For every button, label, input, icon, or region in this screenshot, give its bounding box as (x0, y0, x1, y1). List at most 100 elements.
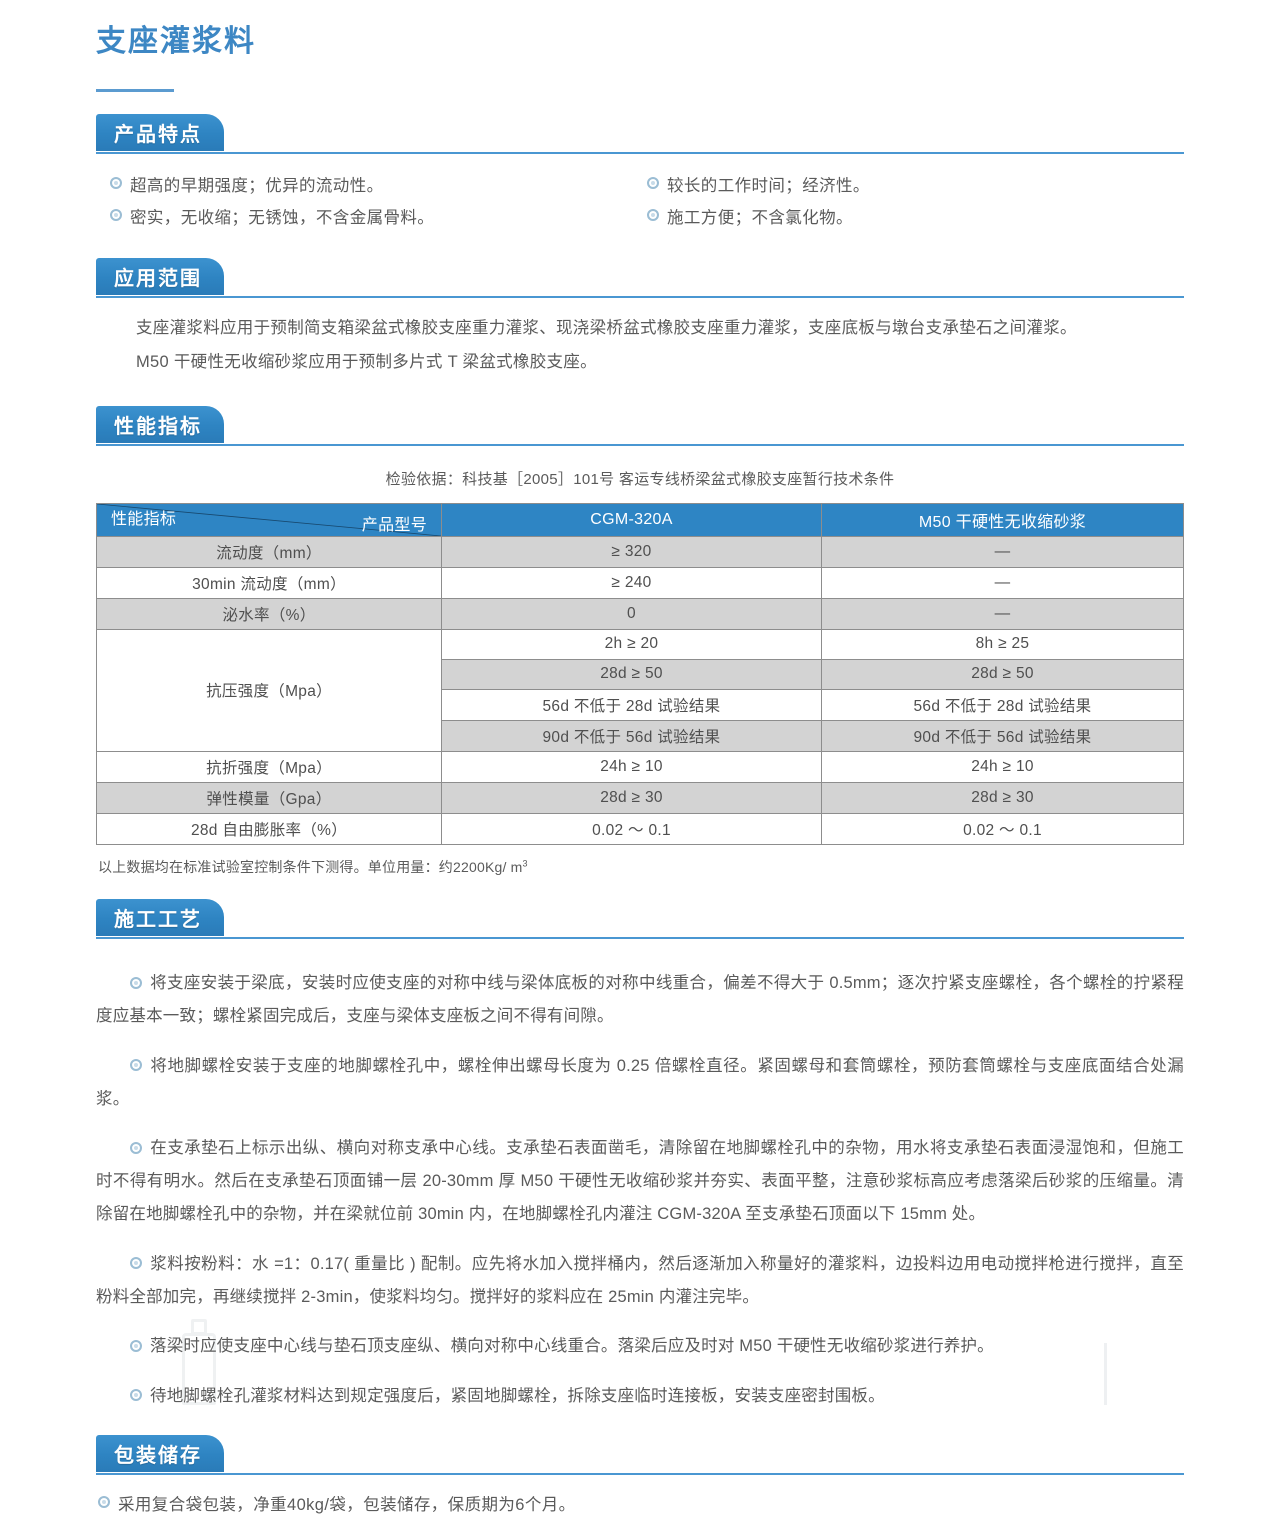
section-header-performance: 性能指标 (96, 405, 1184, 446)
list-item-label: 落梁时应使支座中心线与垫石顶支座纵、横向对称中心线重合。落梁后应及时对 M50 … (150, 1337, 994, 1356)
bullet-circle-icon (130, 1389, 142, 1402)
section-title-features: 产品特点 (96, 114, 224, 151)
section-header-packaging: 包装储存 (96, 1434, 1184, 1475)
table-row: 流动度（mm） ≥ 320 — (96, 535, 1184, 568)
row-label: 抗折强度（Mpa） (96, 750, 442, 783)
table-row: 抗压强度（Mpa） 2h ≥ 20 8h ≥ 25 (96, 628, 1184, 752)
table-col-header-0: CGM-320A (441, 502, 822, 537)
row-value: 0 (441, 597, 822, 630)
row-value: 56d 不低于 28d 试验结果 (441, 688, 822, 721)
section-header-application: 应用范围 (96, 258, 1184, 299)
row-value: — (821, 535, 1184, 568)
section-header-features: 产品特点 (96, 114, 1184, 154)
application-paragraphs: 支座灌浆料应用于预制简支箱梁盆式橡胶支座重力灌浆、现浇梁桥盆式橡胶支座重力灌浆，… (96, 298, 1184, 384)
row-value: 8h ≥ 25 (821, 628, 1184, 660)
section-rule (96, 296, 1184, 299)
corner-label-top: 产品型号 (361, 516, 427, 534)
table-caption: 检验依据：科技基［2005］101号 客运专线桥梁盆式橡胶支座暂行技术条件 (385, 470, 895, 488)
bullet-circle-icon (130, 1339, 142, 1352)
table-row: 28d ≥ 50 28d ≥ 50 (97, 658, 1184, 690)
section-rule (96, 443, 1184, 446)
list-item: 施工方便；不含氯化物。 (647, 202, 1184, 234)
list-item-label: 采用复合袋包装，净重40kg/袋，包装储存，保质期为6个月。 (118, 1495, 576, 1514)
process-list: 将支座安装于梁底，安装时应使支座的对称中线与梁体底板的对称中线重合，偏差不得大于… (96, 939, 1184, 1413)
table-footnote: 以上数据均在标准试验室控制条件下测得。单位用量：约2200Kg/ m3 (96, 845, 1184, 877)
table-footnote-superscript: 3 (522, 858, 528, 869)
bullet-circle-icon (110, 177, 122, 189)
row-label: 28d 自由膨胀率（%） (96, 812, 442, 845)
table-row: 抗折强度（Mpa） 24h ≥ 10 24h ≥ 10 (96, 750, 1184, 783)
section-title-process: 施工工艺 (96, 898, 224, 936)
section-performance: 性能指标 检验依据：科技基［2005］101号 客运专线桥梁盆式橡胶支座暂行技术… (96, 405, 1184, 877)
table-row: 泌水率（%） 0 — (96, 597, 1184, 630)
section-header-process: 施工工艺 (96, 898, 1184, 939)
table-row: 90d 不低于 56d 试验结果 90d 不低于 56d 试验结果 (97, 719, 1184, 752)
table-row: 56d 不低于 28d 试验结果 56d 不低于 28d 试验结果 (97, 688, 1184, 721)
row-value: ≥ 320 (441, 535, 822, 568)
row-label: 弹性模量（Gpa） (96, 781, 442, 814)
list-item: 较长的工作时间；经济性。 (647, 170, 1184, 202)
bullet-circle-icon (110, 209, 122, 222)
list-item-label: 浆料按粉料：水 =1：0.17( 重量比 ) 配制。应先将水加入搅拌桶内，然后逐… (96, 1254, 1184, 1306)
list-item: 在支承垫石上标示出纵、横向对称支承中心线。支承垫石表面凿毛，清除留在地脚螺栓孔中… (96, 1132, 1184, 1231)
diagonal-divider-icon (97, 504, 441, 536)
corner-label-bottom: 性能指标 (111, 510, 177, 528)
section-title-packaging: 包装储存 (96, 1434, 224, 1472)
row-value: 90d 不低于 56d 试验结果 (441, 719, 822, 752)
list-item-label: 较长的工作时间；经济性。 (667, 177, 870, 195)
row-value: 28d ≥ 50 (441, 658, 822, 690)
list-item-label: 将地脚螺栓安装于支座的地脚螺栓孔中，螺栓伸出螺母长度为 0.25 倍螺栓直径。紧… (96, 1056, 1184, 1108)
list-item: 采用复合袋包装，净重40kg/袋，包装储存，保质期为6个月。 (98, 1489, 1184, 1521)
bullet-circle-icon (130, 1257, 142, 1270)
table-col-header-1: M50 干硬性无收缩砂浆 (821, 502, 1184, 537)
list-item: 将地脚螺栓安装于支座的地脚螺栓孔中，螺栓伸出螺母长度为 0.25 倍螺栓直径。紧… (96, 1050, 1184, 1116)
row-label: 30min 流动度（mm） (96, 566, 442, 599)
list-item-label: 在支承垫石上标示出纵、横向对称支承中心线。支承垫石表面凿毛，清除留在地脚螺栓孔中… (96, 1139, 1184, 1224)
row-value: — (821, 566, 1184, 599)
section-rule (96, 152, 1184, 154)
list-item: 将支座安装于梁底，安装时应使支座的对称中线与梁体底板的对称中线重合，偏差不得大于… (96, 967, 1184, 1033)
bullet-circle-icon (130, 976, 142, 989)
list-item: 待地脚螺栓孔灌浆材料达到规定强度后，紧固地脚螺栓，拆除支座临时连接板，安装支座密… (96, 1380, 1184, 1413)
row-value: 0.02 ～ 0.1 (441, 812, 822, 845)
row-value: 0.02 ～ 0.1 (821, 812, 1184, 845)
section-application: 应用范围 支座灌浆料应用于预制简支箱梁盆式橡胶支座重力灌浆、现浇梁桥盆式橡胶支座… (96, 258, 1184, 384)
section-rule (96, 936, 1184, 939)
bullet-circle-icon (647, 177, 659, 189)
list-item: 密实，无收缩；无锈蚀，不含金属骨料。 (110, 202, 647, 234)
section-features: 产品特点 超高的早期强度；优异的流动性。 密实，无收缩；无锈蚀，不含金属骨料。 (96, 114, 1184, 236)
performance-table: 产品型号 性能指标 CGM-320A M50 干硬性无收缩砂浆 流动度（mm） … (96, 502, 1184, 845)
list-item-label: 待地脚螺栓孔灌浆材料达到规定强度后，紧固地脚螺栓，拆除支座临时连接板，安装支座密… (150, 1386, 885, 1405)
row-label: 泌水率（%） (96, 597, 442, 630)
section-title-application: 应用范围 (96, 258, 224, 296)
list-item-label: 施工方便；不含氯化物。 (667, 209, 853, 228)
section-packaging: 包装储存 采用复合袋包装，净重40kg/袋，包装储存，保质期为6个月。 (96, 1434, 1184, 1521)
title-underline (96, 89, 174, 92)
page-title: 支座灌浆料 (96, 25, 256, 58)
table-row: 28d 自由膨胀率（%） 0.02 ～ 0.1 0.02 ～ 0.1 (96, 812, 1184, 845)
packaging-list: 采用复合袋包装，净重40kg/袋，包装储存，保质期为6个月。 (96, 1475, 1184, 1521)
features-list: 超高的早期强度；优异的流动性。 密实，无收缩；无锈蚀，不含金属骨料。 较长的工作… (96, 154, 1184, 236)
row-value: ≥ 240 (441, 566, 822, 599)
list-item: 超高的早期强度；优异的流动性。 (110, 170, 647, 202)
bullet-circle-icon (647, 209, 659, 222)
paragraph: 支座灌浆料应用于预制简支箱梁盆式橡胶支座重力灌浆、现浇梁桥盆式橡胶支座重力灌浆，… (136, 319, 1077, 338)
row-value: 2h ≥ 20 (441, 628, 822, 660)
table-corner-cell: 产品型号 性能指标 (96, 502, 442, 537)
list-item-label: 超高的早期强度；优异的流动性。 (130, 177, 384, 195)
row-value: 90d 不低于 56d 试验结果 (821, 719, 1184, 752)
row-value: 28d ≥ 50 (821, 658, 1184, 690)
section-process: 施工工艺 将支座安装于梁底，安装时应使支座的对称中线与梁体底板的对称中线重合，偏… (96, 898, 1184, 1413)
bullet-circle-icon (130, 1141, 142, 1154)
list-item-label: 密实，无收缩；无锈蚀，不含金属骨料。 (130, 209, 435, 228)
table-footnote-text: 以上数据均在标准试验室控制条件下测得。单位用量：约2200Kg/ m (98, 858, 523, 875)
table-header-row: 产品型号 性能指标 CGM-320A M50 干硬性无收缩砂浆 (96, 502, 1184, 537)
list-item: 落梁时应使支座中心线与垫石顶支座纵、横向对称中心线重合。落梁后应及时对 M50 … (96, 1330, 1184, 1363)
row-value: 24h ≥ 10 (441, 750, 822, 783)
list-item-label: 将支座安装于梁底，安装时应使支座的对称中线与梁体底板的对称中线重合，偏差不得大于… (96, 974, 1184, 1026)
bullet-circle-icon (130, 1059, 142, 1072)
list-item: 浆料按粉料：水 =1：0.17( 重量比 ) 配制。应先将水加入搅拌桶内，然后逐… (96, 1248, 1184, 1314)
row-value: 56d 不低于 28d 试验结果 (821, 688, 1184, 721)
table-row: 30min 流动度（mm） ≥ 240 — (96, 566, 1184, 599)
